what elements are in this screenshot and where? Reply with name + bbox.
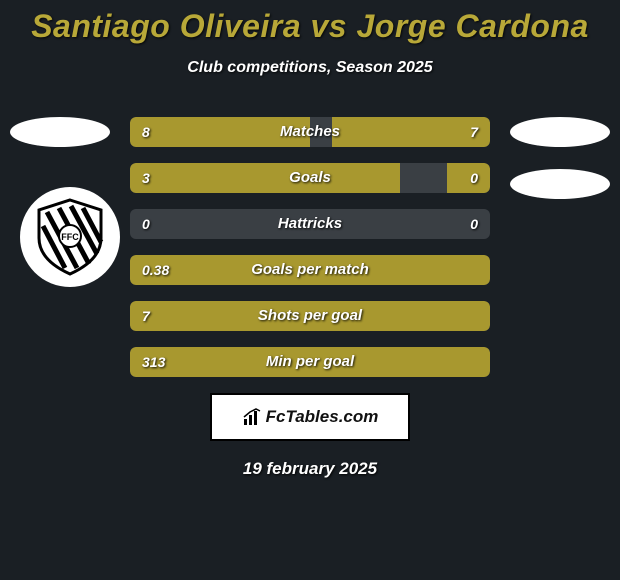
stat-row-goals-per-match: 0.38 Goals per match	[130, 255, 490, 285]
stat-value-right: 0	[470, 163, 478, 193]
stats-area: FFC 8 Matches 7 3 Goals 0	[0, 117, 620, 479]
stat-label: Min per goal	[130, 347, 490, 377]
club-logo-left: FFC	[20, 187, 120, 287]
comparison-card: Santiago Oliveira vs Jorge Cardona Club …	[0, 0, 620, 479]
stat-rows: 8 Matches 7 3 Goals 0 0 Hattricks 0 0.	[130, 117, 490, 377]
player-badge-right-2	[510, 169, 610, 199]
page-title: Santiago Oliveira vs Jorge Cardona	[0, 8, 620, 45]
stat-row-hattricks: 0 Hattricks 0	[130, 209, 490, 239]
stat-row-shots-per-goal: 7 Shots per goal	[130, 301, 490, 331]
subtitle: Club competitions, Season 2025	[0, 59, 620, 77]
stat-label: Shots per goal	[130, 301, 490, 331]
stat-label: Goals	[130, 163, 490, 193]
club-crest-icon: FFC	[35, 198, 105, 276]
stat-label: Hattricks	[130, 209, 490, 239]
player-badge-left	[10, 117, 110, 147]
attribution-badge[interactable]: FcTables.com	[210, 393, 410, 441]
chart-icon	[242, 407, 262, 427]
stat-row-goals: 3 Goals 0	[130, 163, 490, 193]
stat-row-matches: 8 Matches 7	[130, 117, 490, 147]
date-label: 19 february 2025	[0, 459, 620, 479]
stat-label: Matches	[130, 117, 490, 147]
stat-value-right: 7	[470, 117, 478, 147]
stat-label: Goals per match	[130, 255, 490, 285]
stat-row-min-per-goal: 313 Min per goal	[130, 347, 490, 377]
attribution-text: FcTables.com	[266, 407, 379, 427]
player-badge-right-1	[510, 117, 610, 147]
svg-text:FFC: FFC	[61, 232, 79, 242]
stat-value-right: 0	[470, 209, 478, 239]
